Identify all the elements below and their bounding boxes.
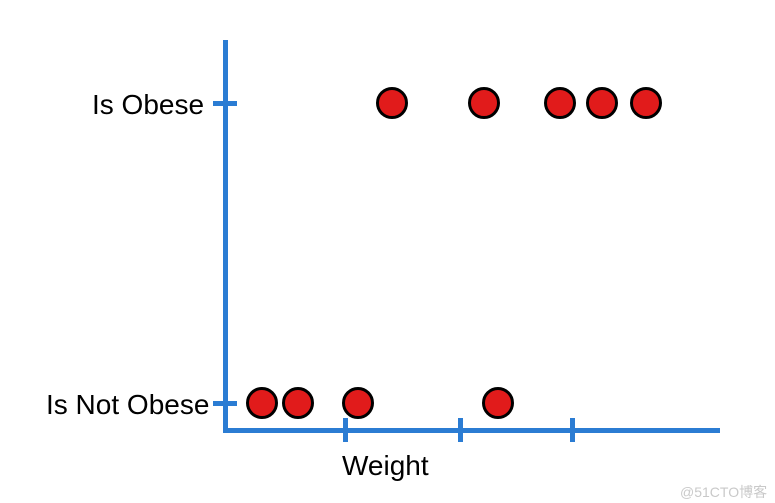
data-point (282, 387, 314, 419)
x-axis (225, 428, 720, 433)
y-axis (223, 40, 228, 433)
x-tick (570, 418, 575, 442)
data-point (468, 87, 500, 119)
data-point (342, 387, 374, 419)
y-tick (213, 401, 237, 406)
x-tick (458, 418, 463, 442)
y-level-label: Is Obese (92, 89, 204, 121)
data-point (544, 87, 576, 119)
data-point (586, 87, 618, 119)
x-axis-label: Weight (342, 450, 429, 482)
data-point (482, 387, 514, 419)
data-point (376, 87, 408, 119)
data-point (246, 387, 278, 419)
data-point (630, 87, 662, 119)
y-tick (213, 101, 237, 106)
y-level-label: Is Not Obese (46, 389, 209, 421)
x-tick (343, 418, 348, 442)
watermark-text: @51CTO博客 (680, 482, 767, 502)
